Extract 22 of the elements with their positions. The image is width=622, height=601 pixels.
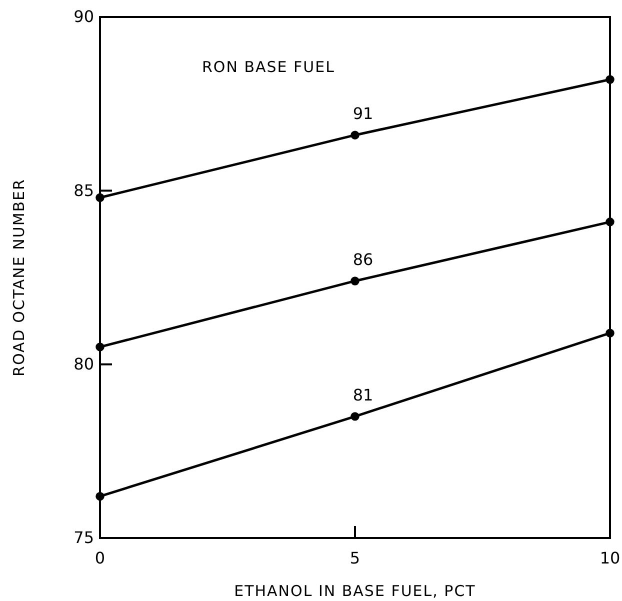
point [96, 342, 104, 352]
x-tick-label: 10 [600, 548, 620, 568]
y-axis-title: ROAD OCTANE NUMBER [10, 178, 28, 376]
x-axis-title: ETHANOL IN BASE FUEL, PCT [234, 582, 476, 600]
point [606, 75, 614, 84]
point [606, 328, 614, 338]
point [350, 130, 360, 140]
point [606, 218, 614, 226]
y-tick-label: 80 [74, 354, 94, 374]
point [96, 492, 104, 501]
series-label: 81 [352, 385, 374, 404]
x-tick-label: 5 [350, 548, 360, 568]
y-tick-label: 75 [74, 528, 94, 548]
point [96, 193, 104, 202]
annotation: RON BASE FUEL [202, 58, 335, 76]
x-tick-label: 0 [94, 548, 106, 568]
series-label: 86 [352, 250, 374, 269]
series-label: 91 [352, 104, 374, 124]
y-tick-label: 85 [74, 180, 94, 200]
y-tick-label: 90 [74, 7, 94, 26]
point [350, 412, 360, 421]
point [350, 276, 360, 286]
